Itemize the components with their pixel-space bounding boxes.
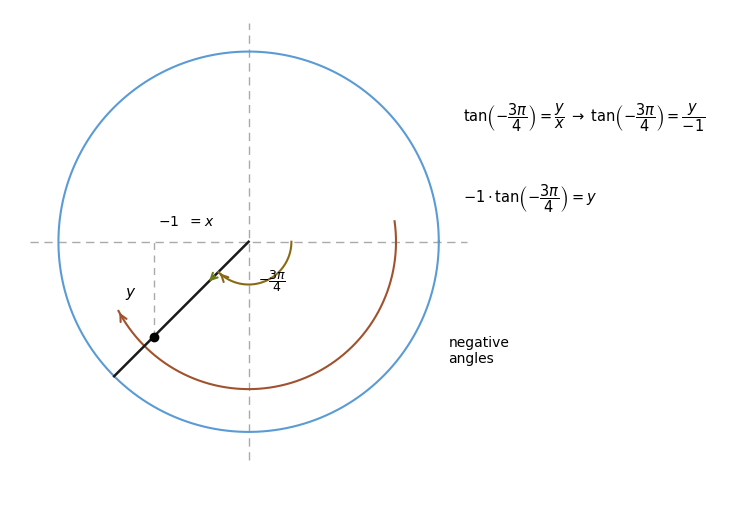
Text: $-\dfrac{3\pi}{4}$: $-\dfrac{3\pi}{4}$ <box>258 268 286 294</box>
Text: $-1$  $= x$: $-1$ $= x$ <box>159 216 215 229</box>
Text: $-1\cdot\tan\!\left(-\dfrac{3\pi}{4}\right)=y$: $-1\cdot\tan\!\left(-\dfrac{3\pi}{4}\rig… <box>462 183 597 215</box>
Text: $\tan\!\left(-\dfrac{3\pi}{4}\right)=\dfrac{y}{x}$$\;\rightarrow\;$$\tan\!\left(: $\tan\!\left(-\dfrac{3\pi}{4}\right)=\df… <box>462 102 705 135</box>
Text: negative
angles: negative angles <box>448 336 509 366</box>
Text: $y$: $y$ <box>125 286 136 302</box>
